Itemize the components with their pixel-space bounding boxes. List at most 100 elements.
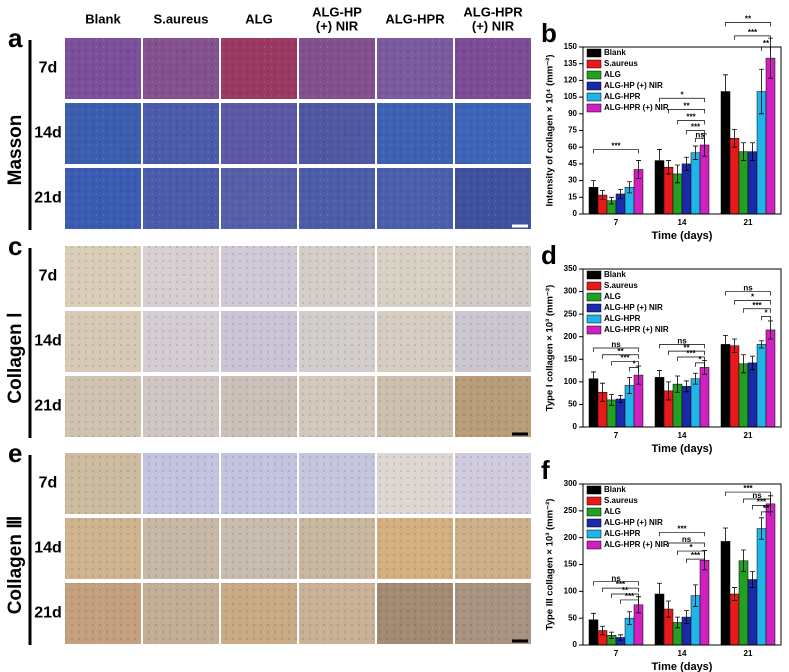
y-tick-label: 50	[568, 400, 577, 409]
error-bar	[657, 370, 662, 385]
plot-frame	[582, 46, 782, 215]
bar	[738, 151, 749, 215]
error-bar	[693, 145, 698, 160]
image-texture	[221, 453, 297, 514]
legend-label: ALG-HPR (+) NIR	[604, 103, 669, 112]
image-texture	[143, 376, 219, 437]
legend-swatch	[586, 70, 602, 80]
legend-swatch	[586, 325, 602, 335]
legend-label: ALG-HP (+) NIR	[604, 518, 663, 527]
bar	[681, 163, 692, 215]
plot-frame	[582, 483, 782, 646]
error-bar	[741, 354, 746, 374]
row-label: 7d	[39, 60, 58, 77]
image-texture	[455, 518, 531, 579]
image-texture	[143, 246, 219, 307]
image-texture	[65, 453, 141, 514]
x-tick-label: 14	[678, 431, 687, 440]
legend-swatch	[586, 270, 602, 280]
row-group-label: Collagen Ⅰ	[5, 312, 26, 403]
image-texture	[299, 518, 375, 579]
significance-label: **	[617, 347, 624, 356]
column-header: Blank	[85, 11, 121, 26]
significance-label: *	[764, 309, 768, 318]
error-bar	[636, 160, 641, 179]
image-grid: Blank S.aureus ALG ALG-HP(+) NIR ALG-HPR ALG-…	[5, 4, 531, 645]
x-axis-title: Time (days)	[652, 661, 713, 672]
image-texture	[455, 103, 531, 164]
significance-label: ***	[620, 354, 630, 363]
significance-label: ns	[752, 491, 762, 500]
legend-label: ALG-HP (+) NIR	[604, 303, 663, 312]
y-tick-label: 200	[564, 533, 578, 542]
column-header: ALG-HP	[312, 4, 362, 19]
image-texture	[377, 518, 453, 579]
significance-label: ns	[682, 535, 692, 544]
error-bar	[675, 375, 680, 393]
error-bar	[750, 571, 755, 588]
image-texture	[65, 311, 141, 372]
legend-label: ALG	[604, 70, 621, 79]
image-texture	[299, 38, 375, 99]
legend-label: ALG-HPR (+) NIR	[604, 540, 669, 549]
significance-label: ***	[616, 580, 626, 589]
y-tick-label: 45	[568, 159, 577, 168]
error-bar	[732, 587, 737, 601]
y-tick-label: 250	[564, 309, 578, 318]
bar	[720, 541, 731, 646]
legend-label: ALG-HPR	[604, 314, 641, 323]
significance-label: ***	[691, 551, 701, 560]
panel-letter: c	[8, 231, 22, 261]
significance-bracket	[743, 308, 771, 313]
y-tick-label: 350	[564, 264, 578, 273]
significance-bracket	[686, 130, 705, 135]
y-tick-label: 150	[564, 560, 578, 569]
significance-label: ns	[743, 284, 753, 293]
x-tick-label: 21	[744, 218, 753, 227]
legend-label: S.aureus	[604, 281, 638, 290]
column-header: (+) NIR	[316, 18, 359, 33]
x-tick-label: 7	[614, 218, 619, 227]
bar	[690, 152, 701, 215]
significance-bracket	[593, 347, 639, 352]
image-texture	[377, 168, 453, 229]
significance-bracket	[668, 350, 705, 356]
bar	[699, 559, 710, 646]
bar	[747, 362, 758, 428]
error-bar	[693, 584, 698, 607]
row-label: 21d	[34, 398, 62, 415]
x-tick-label: 14	[678, 218, 687, 227]
bar	[738, 363, 749, 428]
error-bar	[750, 355, 755, 371]
legend-swatch	[586, 92, 602, 102]
significance-label: ***	[752, 301, 762, 310]
significance-bracket	[629, 367, 639, 372]
error-bar	[741, 142, 746, 161]
panel-letter: a	[8, 23, 23, 53]
bar-chart: d Type I collagen × 10³ (mm⁻²) Time (days)…	[541, 240, 782, 455]
image-texture	[221, 168, 297, 229]
error-bar	[684, 380, 689, 393]
image-texture	[299, 168, 375, 229]
bar	[681, 386, 692, 428]
significance-bracket	[620, 599, 639, 604]
image-texture	[377, 583, 453, 644]
significance-bracket	[743, 498, 771, 504]
image-texture	[65, 103, 141, 164]
y-tick-label: 90	[568, 109, 577, 118]
error-bar	[675, 164, 680, 184]
significance-bracket	[725, 491, 771, 497]
significance-bracket	[686, 558, 705, 564]
image-texture	[377, 38, 453, 99]
legend-swatch	[586, 103, 602, 113]
legend-label: ALG-HPR	[604, 92, 641, 101]
legend-swatch	[586, 529, 602, 539]
significance-bracket	[677, 550, 705, 556]
row-label: 21d	[34, 190, 62, 207]
image-texture	[65, 38, 141, 99]
bar	[738, 560, 749, 646]
significance-label: ***	[686, 113, 696, 122]
y-tick-label: 120	[564, 76, 578, 85]
significance-label: ***	[625, 592, 635, 601]
image-texture	[299, 583, 375, 644]
